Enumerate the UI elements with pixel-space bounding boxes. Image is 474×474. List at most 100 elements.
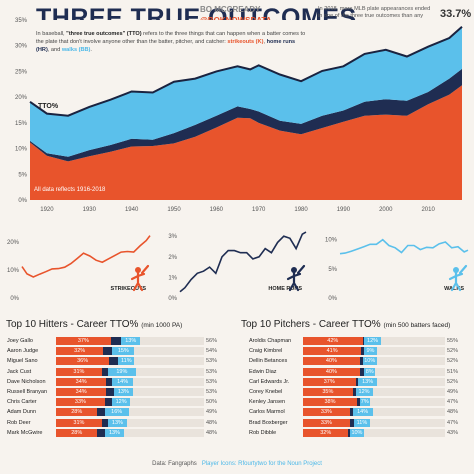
row-name: Edwin Diaz bbox=[249, 368, 277, 375]
segment-label: 40% bbox=[325, 358, 337, 365]
row-name: Jack Cust bbox=[7, 368, 32, 375]
total-label: 49% bbox=[206, 409, 218, 416]
panel-label: HOME RUNS bbox=[268, 286, 302, 292]
main-x-axis: 1920 1930 1940 1950 1960 1970 1980 1990 2000 2010 bbox=[40, 207, 435, 213]
strikeouts-segment bbox=[56, 418, 102, 427]
row-name: Dellin Betances bbox=[249, 358, 288, 365]
walks-segment bbox=[349, 428, 365, 437]
segment-label: 34% bbox=[75, 389, 87, 395]
segment-label: 10% bbox=[351, 429, 363, 436]
segment-label: 41% bbox=[326, 348, 338, 355]
walks-segment bbox=[107, 367, 136, 376]
homeruns-segment bbox=[97, 408, 105, 417]
y-tick-label: 30% bbox=[15, 44, 28, 50]
segment-label: 19% bbox=[116, 368, 128, 375]
segment-label: 14% bbox=[357, 409, 369, 416]
data-note: All data reflects 1916-2018 bbox=[34, 187, 106, 193]
walks-segment bbox=[104, 408, 129, 417]
strikeouts-segment bbox=[303, 398, 357, 407]
total-label: 55% bbox=[447, 338, 459, 344]
bar-track bbox=[56, 408, 204, 417]
homeruns-panel: 0% 1% 2% 3% HOME RUNS bbox=[168, 231, 307, 302]
walks-segment bbox=[121, 337, 141, 345]
segment-label: 28% bbox=[71, 429, 83, 436]
icon-head bbox=[135, 267, 141, 273]
row-name: Craig Kimbrel bbox=[249, 348, 283, 355]
pitchers-section-title: Top 10 Pitchers - Career TTO% (min 500 b… bbox=[241, 319, 451, 330]
segment-label: 16% bbox=[111, 409, 123, 416]
homeruns-segment bbox=[106, 388, 114, 396]
homeruns-segment bbox=[101, 367, 108, 376]
strikeouts-area bbox=[30, 85, 462, 200]
total-label: 53% bbox=[206, 368, 218, 375]
total-label: 53% bbox=[206, 358, 218, 365]
walks-segment bbox=[359, 398, 370, 407]
walks-segment bbox=[107, 418, 128, 427]
walks-segment bbox=[104, 428, 125, 437]
segment-label: 36% bbox=[77, 358, 89, 365]
segment-label: 12% bbox=[115, 399, 127, 406]
y-tick-label: 0% bbox=[18, 198, 27, 204]
walks-segment bbox=[112, 377, 133, 386]
segment-label: 14% bbox=[117, 378, 129, 385]
segment-label: 34% bbox=[75, 378, 87, 385]
segment-label: 31% bbox=[73, 368, 85, 375]
stat-value: 33.7% bbox=[440, 8, 472, 20]
row-name: Miguel Sano bbox=[7, 358, 38, 365]
segment-label: 15% bbox=[117, 348, 129, 355]
main-chart-areas bbox=[29, 20, 463, 200]
icon-head bbox=[453, 267, 459, 273]
x-tick-label: 1990 bbox=[337, 207, 351, 213]
total-label: 52% bbox=[447, 348, 459, 355]
strikeouts-segment bbox=[303, 418, 350, 427]
homeruns-segment bbox=[106, 377, 113, 386]
segment-label: 13% bbox=[362, 378, 374, 385]
strikeouts-segment bbox=[303, 408, 350, 417]
main-area-chart: 0%5%10%15%20%25%30%35% 1920 1930 1940 1950 1… bbox=[15, 18, 463, 213]
segment-label: 10% bbox=[364, 358, 376, 365]
segment-label: 13% bbox=[125, 338, 137, 344]
walks-segment bbox=[362, 357, 377, 366]
walks-segment bbox=[364, 347, 377, 356]
segment-label: 13% bbox=[108, 429, 120, 436]
strikeouts-segment bbox=[56, 388, 107, 396]
source-credit: Data: Fangraphs bbox=[152, 461, 197, 467]
panel-label: STRIKEOUTS bbox=[111, 286, 147, 292]
total-label: 52% bbox=[447, 358, 459, 365]
walks-segment bbox=[364, 367, 376, 376]
y-tick-label: 5% bbox=[18, 172, 27, 178]
row-name: Carl Edwards Jr. bbox=[249, 378, 290, 385]
homeruns-segment bbox=[361, 347, 365, 356]
row-name: Carlos Marmol bbox=[249, 409, 285, 416]
total-label: 43% bbox=[447, 429, 459, 436]
main-y-axis: 0% 5% 10% 15% 20% 25% 30% 35% bbox=[15, 18, 28, 204]
strikeouts-segment bbox=[56, 337, 111, 345]
bar-track bbox=[56, 398, 204, 407]
walks-panel: 0% 5% 10% WALKS bbox=[325, 238, 469, 302]
y-tick-label: 0% bbox=[168, 296, 177, 302]
homeruns-segment bbox=[349, 408, 353, 417]
row-name: Rob Dibble bbox=[249, 429, 277, 436]
homeruns-segment bbox=[359, 357, 363, 366]
row-name: Chris Carter bbox=[7, 399, 37, 406]
total-label: 49% bbox=[447, 389, 459, 395]
segment-label: 33% bbox=[74, 399, 86, 406]
segment-label: 11% bbox=[356, 419, 368, 426]
panel-label: WALKS bbox=[444, 286, 464, 292]
segment-label: 12% bbox=[367, 338, 379, 344]
homeruns-segment bbox=[352, 388, 356, 396]
row-name: Kenley Jansen bbox=[249, 399, 286, 406]
author-name: BO MCCREADY bbox=[200, 5, 261, 14]
row-name: Russell Branyan bbox=[7, 389, 48, 395]
x-tick-label: 1950 bbox=[167, 207, 181, 213]
walks-segment bbox=[352, 408, 373, 417]
y-tick-label: 2% bbox=[168, 255, 177, 261]
total-label: 56% bbox=[206, 338, 218, 344]
y-tick-label: 10% bbox=[7, 268, 20, 274]
icon-body bbox=[286, 264, 306, 292]
homeruns-segment bbox=[97, 428, 105, 437]
x-tick-label: 1930 bbox=[83, 207, 97, 213]
segment-label: 9% bbox=[366, 348, 375, 355]
homeruns-segment bbox=[359, 367, 365, 376]
y-tick-label: 10% bbox=[15, 147, 28, 153]
